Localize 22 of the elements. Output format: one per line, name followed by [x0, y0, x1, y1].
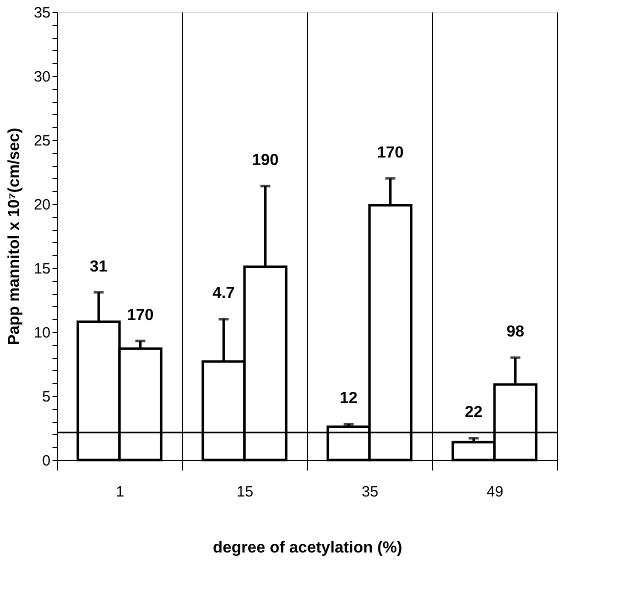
y-tick-label: 15 [34, 260, 50, 278]
x-tick-label: 1 [116, 484, 124, 500]
annotation: 12 [340, 390, 358, 408]
annotation: 22 [464, 404, 483, 422]
annotation: 98 [506, 324, 524, 341]
annotation: 4.7 [212, 285, 235, 302]
annotation: 170 [126, 306, 154, 324]
y-tick-label: 25 [34, 132, 50, 150]
x-tick-label: 49 [486, 484, 504, 500]
y-tick-label: 10 [34, 324, 50, 342]
y-tick-label: 20 [34, 196, 50, 214]
annotation: 190 [252, 152, 279, 170]
annotation: 31 [90, 258, 108, 276]
annotation: 170 [376, 144, 404, 162]
y-tick-label: 5 [42, 388, 50, 406]
x-tick-label: 35 [362, 484, 378, 500]
y-tick-label: 0 [42, 452, 50, 470]
y-tick-label: 35 [34, 4, 50, 22]
y-tick-label: 30 [34, 68, 50, 86]
x-axis-title: degree of acetylation (%) [212, 540, 402, 556]
y-axis-title: Papp mannitol x 10⁷(cm/sec) [6, 128, 23, 346]
x-tick-label: 15 [236, 484, 254, 500]
